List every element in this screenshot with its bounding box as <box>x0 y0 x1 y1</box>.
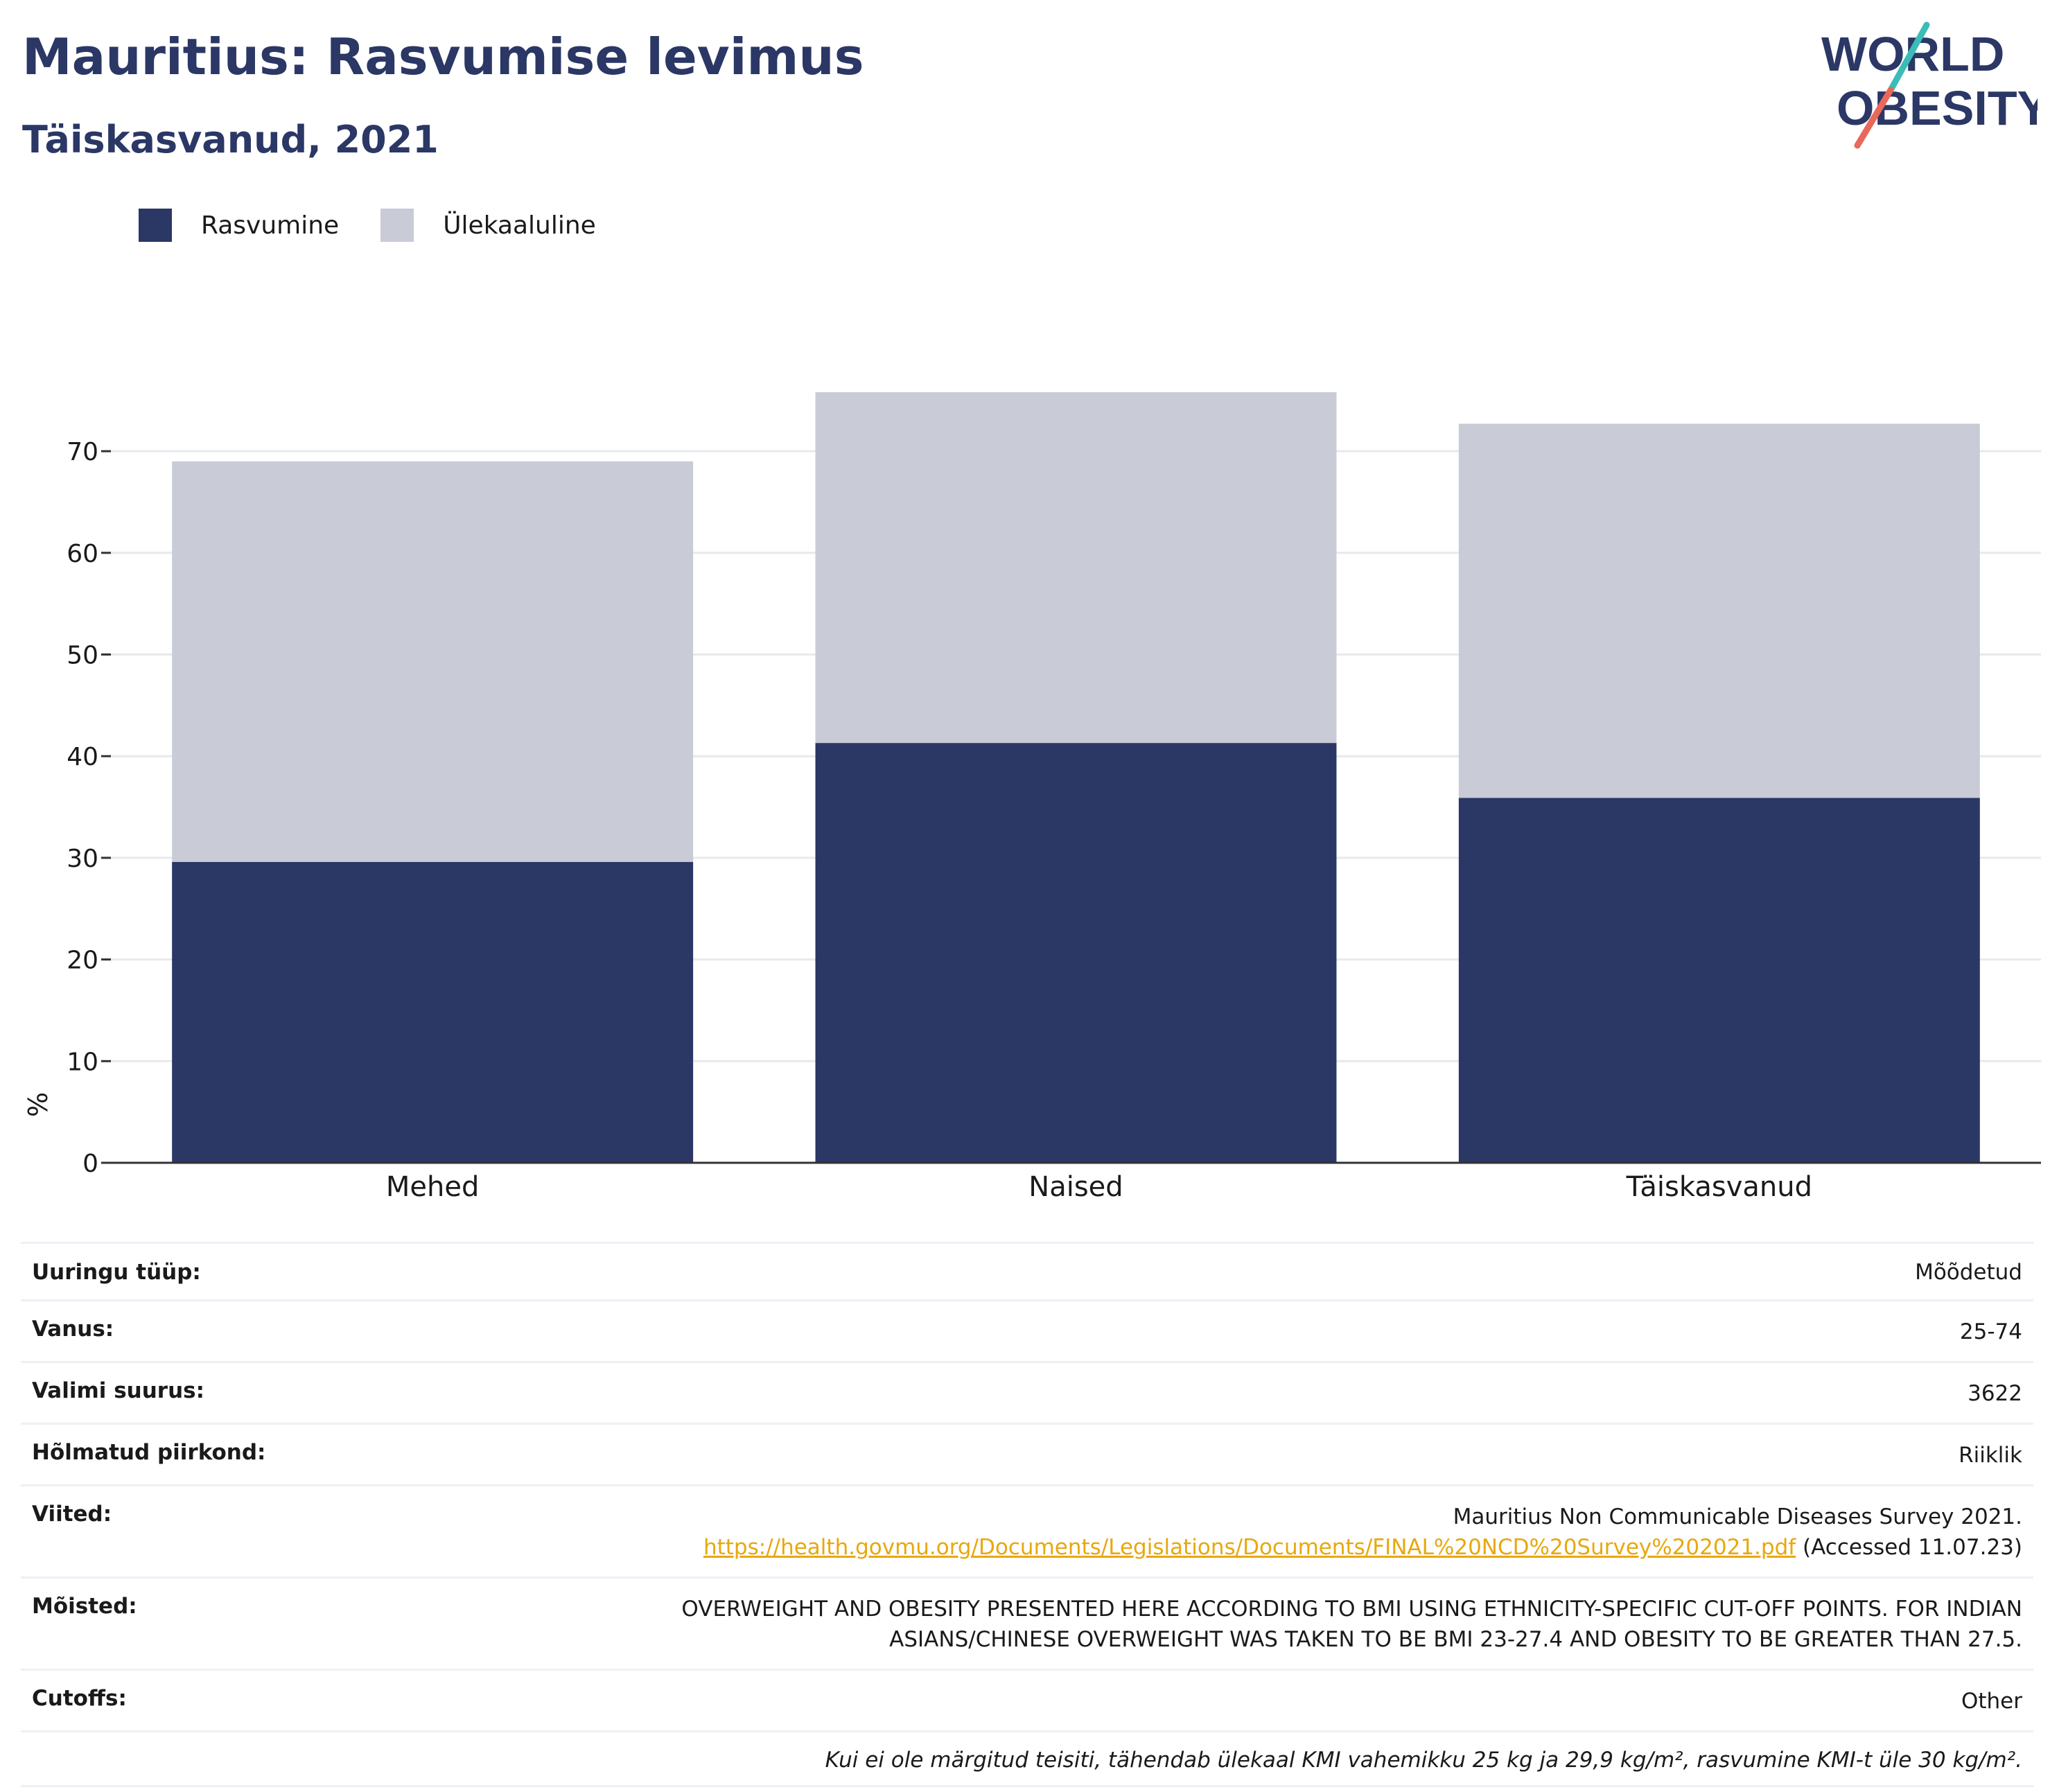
info-label: Uuringu tüüp: <box>32 1260 201 1285</box>
chart-legend: Rasvumine Ülekaaluline <box>139 204 638 246</box>
legend-swatch-obesity <box>139 209 172 242</box>
y-axis-label: % <box>23 1092 53 1117</box>
y-tick-label: 20 <box>67 947 98 975</box>
definition-line-2: ASIANS/CHINESE OVERWEIGHT WAS TAKEN TO B… <box>889 1627 2022 1652</box>
y-tick-label: 70 <box>67 438 98 466</box>
info-value: Riiklik <box>1959 1443 2022 1468</box>
bar-overweight[interactable] <box>172 461 694 862</box>
page-title: Mauritius: Rasvumise levimus <box>22 28 864 86</box>
logo-slash-red <box>1854 87 1894 149</box>
info-value: Other <box>1961 1689 2022 1714</box>
legend-item-overweight[interactable]: Ülekaaluline <box>380 209 596 242</box>
stacked-bar-chart: 0 10 20 30 40 50 60 70 Mehed Naised Täiskasvanud % <box>23 392 2041 1203</box>
legend-label-obesity: Rasvumine <box>201 211 340 240</box>
info-value: 25-74 <box>1959 1319 2022 1344</box>
y-tick-label: 0 <box>82 1150 98 1178</box>
info-table: Uuringu tüüp: Mõõdetud Vanus: 25-74 Valimi s… <box>21 1242 2033 1787</box>
legend-swatch-overweight <box>380 209 414 242</box>
info-row: Vanus: 25-74 <box>21 1299 2033 1361</box>
bar-obesity[interactable] <box>172 861 694 1163</box>
bar-overweight[interactable] <box>815 392 1337 744</box>
reference-link[interactable]: https://health.govmu.org/Documents/Legis… <box>703 1535 1796 1560</box>
axes: 0 10 20 30 40 50 60 70 Mehed Naised Täiskasvanud <box>67 438 2041 1203</box>
bar-overweight[interactable] <box>1458 423 1980 798</box>
info-row-references: Viited: Mauritius Non Communicable Disea… <box>21 1484 2033 1576</box>
reference-accessed: (Accessed 11.07.23) <box>1796 1535 2022 1560</box>
x-tick-label: Naised <box>1028 1171 1123 1203</box>
definition-line-1: OVERWEIGHT AND OBESITY PRESENTED HERE AC… <box>681 1597 2022 1622</box>
info-label: Valimi suurus: <box>32 1378 204 1403</box>
y-tick-label: 10 <box>67 1048 98 1076</box>
world-obesity-logo: WORLD OBESITY <box>1821 21 2038 149</box>
legend-item-obesity[interactable]: Rasvumine <box>139 209 339 242</box>
info-value: 3622 <box>1968 1381 2022 1406</box>
y-tick-label: 40 <box>67 743 98 771</box>
bar-obesity[interactable] <box>1458 798 1980 1163</box>
info-row-definitions: Mõisted: OVERWEIGHT AND OBESITY PRESENTE… <box>21 1576 2033 1669</box>
reference-title: Mauritius Non Communicable Diseases Surv… <box>1453 1504 2022 1529</box>
y-tick-label: 50 <box>67 642 98 670</box>
info-row: Uuringu tüüp: Mõõdetud <box>21 1242 2033 1299</box>
info-label: Mõisted: <box>32 1594 137 1619</box>
info-value: Mõõdetud <box>1915 1260 2022 1285</box>
x-tick-label: Mehed <box>386 1171 479 1203</box>
footnote: Kui ei ole märgitud teisiti, tähendab ül… <box>21 1730 2033 1787</box>
bars <box>172 392 1980 1163</box>
info-row: Hõlmatud piirkond: Riiklik <box>21 1423 2033 1484</box>
x-tick-label: Täiskasvanud <box>1626 1171 1812 1203</box>
info-label: Cutoffs: <box>32 1686 127 1711</box>
y-tick-label: 30 <box>67 845 98 873</box>
info-label: Hõlmatud piirkond: <box>32 1440 266 1465</box>
legend-label-overweight: Ülekaaluline <box>443 211 596 240</box>
info-label: Viited: <box>32 1502 112 1527</box>
info-value: OVERWEIGHT AND OBESITY PRESENTED HERE AC… <box>681 1594 2022 1655</box>
y-tick-label: 60 <box>67 540 98 568</box>
bar-obesity[interactable] <box>815 743 1337 1163</box>
info-value: Mauritius Non Communicable Diseases Surv… <box>703 1502 2022 1563</box>
info-row-cutoffs: Cutoffs: Other <box>21 1669 2033 1730</box>
info-label: Vanus: <box>32 1317 114 1342</box>
logo-slash-teal <box>1887 21 1930 94</box>
page-subtitle: Täiskasvanud, 2021 <box>22 118 439 161</box>
info-row: Valimi suurus: 3622 <box>21 1361 2033 1423</box>
